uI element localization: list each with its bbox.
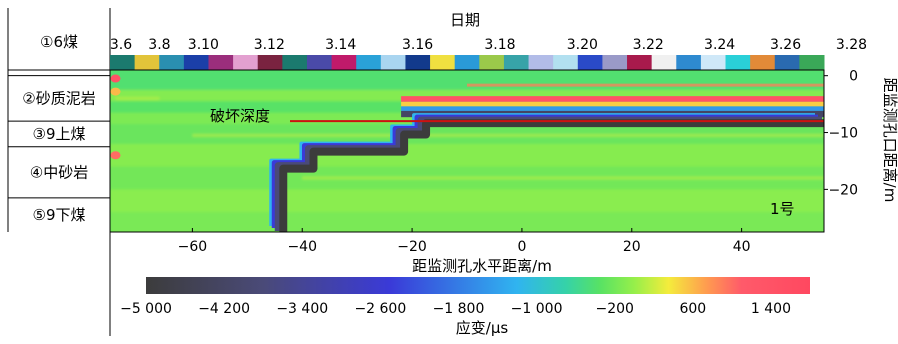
x-axis: −60 −40 −20 0 20 40 距监测孔水平距离/m (178, 228, 751, 275)
date-tick-label: 3.22 (633, 37, 664, 53)
date-axis-title: 日期 (450, 11, 480, 29)
strata-label: ②砂质泥岩 (22, 89, 95, 107)
date-segment (159, 55, 185, 70)
date-segment (774, 55, 800, 70)
colorbar-gradient (146, 277, 810, 294)
heatmap-plot: 破坏深度 1号 (109, 69, 825, 233)
strata-label: ⑤9下煤 (33, 206, 86, 224)
date-segment (306, 55, 333, 70)
monitoring-hole-label: 1号 (770, 200, 795, 218)
strain-band (110, 189, 824, 213)
strain-band (110, 70, 824, 90)
date-segment (503, 55, 530, 70)
date-tick-label: 3.26 (770, 37, 801, 53)
date-segment (602, 55, 628, 70)
y-axis: 0 −10 −20 距监测孔口距离/m (824, 69, 898, 203)
date-tick-label: 3.8 (148, 37, 170, 53)
date-segment (454, 55, 480, 70)
strain-band (401, 96, 824, 102)
date-tick-label: 3.10 (188, 37, 219, 53)
strain-hotspot (110, 74, 121, 83)
colorbar-tick-label: −3 400 (276, 301, 328, 317)
strata-label: ④中砂岩 (30, 163, 88, 181)
date-segment (380, 55, 406, 70)
date-tick-label: 3.6 (110, 37, 132, 53)
x-tick-label: 0 (517, 239, 526, 255)
date-segment (405, 55, 431, 70)
date-tick-label: 3.16 (402, 37, 433, 53)
date-segment (651, 55, 677, 70)
date-segment (725, 55, 751, 70)
x-tick-label: 20 (623, 239, 641, 255)
strain-streak (302, 176, 824, 180)
x-tick-label: −20 (397, 239, 427, 255)
date-segment (257, 55, 283, 70)
strain-streak (467, 83, 824, 87)
strain-band (401, 101, 824, 107)
colorbar-tick-label: 1 400 (751, 301, 791, 317)
date-segment (627, 55, 653, 70)
failure-depth-label: 破坏深度 (210, 107, 270, 125)
colorbar-tick-label: −200 (595, 301, 633, 317)
date-tick-label: 3.24 (704, 37, 735, 53)
failure-zone (269, 83, 824, 232)
date-segment (676, 55, 702, 70)
date-segment (430, 55, 456, 70)
strata-label: ③9上煤 (33, 125, 86, 143)
failure-front-band (279, 119, 824, 232)
date-tick-label: 3.14 (325, 37, 356, 53)
colorbar-tick-label: −1 800 (433, 301, 485, 317)
strata-label: ①6煤 (40, 33, 78, 51)
strain-band (110, 143, 824, 167)
y-tick-label: −10 (828, 126, 858, 142)
date-segment (208, 55, 234, 70)
strain-hotspot (110, 87, 121, 96)
date-tick-label: 3.12 (254, 37, 285, 53)
y-tick-label: −20 (828, 182, 858, 198)
colorbar-tick-label: −2 600 (354, 301, 406, 317)
date-segment (528, 55, 554, 70)
strata-table: ①6煤 ②砂质泥岩 ③9上煤 ④中砂岩 ⑤9下煤 (7, 8, 111, 336)
colorbar-label: 应变/μs (456, 319, 509, 337)
date-segment (553, 55, 579, 70)
strain-band (110, 89, 824, 102)
date-segment (356, 55, 382, 70)
strain-hotspot (110, 151, 121, 160)
strain-band (110, 212, 824, 232)
y-axis-label: 距监测孔口距离/m (881, 78, 898, 203)
date-segment (700, 55, 727, 70)
strain-band (401, 106, 824, 111)
colorbar-tick-label: 600 (679, 301, 706, 317)
x-tick-label: 40 (733, 239, 751, 255)
date-segment (331, 55, 357, 70)
colorbar: −5 000 −4 200 −3 400 −2 600 −1 800 −1 000 −200… (120, 277, 810, 337)
date-segment (134, 55, 160, 70)
colorbar-tick-label: −1 000 (511, 301, 563, 317)
date-segment (110, 55, 136, 70)
colorbar-tick-label: −5 000 (120, 301, 172, 317)
date-axis: 日期 3.6 3.8 3.10 3.12 3.14 3.16 3.18 3.20 3.22 3.2… (110, 11, 867, 70)
date-tick-label: 3.28 (836, 37, 867, 53)
y-tick-label: 0 (849, 69, 858, 85)
date-segment (233, 55, 259, 70)
date-segment (577, 55, 603, 70)
strain-streak (115, 96, 160, 100)
date-segment (799, 55, 825, 70)
date-segment (479, 55, 505, 70)
date-segment (750, 55, 776, 70)
x-tick-label: −40 (287, 239, 317, 255)
plot-frame (109, 69, 825, 233)
x-axis-label: 距监测孔水平距离/m (412, 257, 552, 275)
strain-streak (192, 133, 824, 137)
date-tick-label: 3.20 (567, 37, 598, 53)
date-segment (282, 55, 308, 70)
colorbar-tick-label: −4 200 (198, 301, 250, 317)
date-tick-label: 3.18 (484, 37, 515, 53)
x-tick-label: −60 (178, 239, 208, 255)
date-segment (183, 55, 209, 70)
